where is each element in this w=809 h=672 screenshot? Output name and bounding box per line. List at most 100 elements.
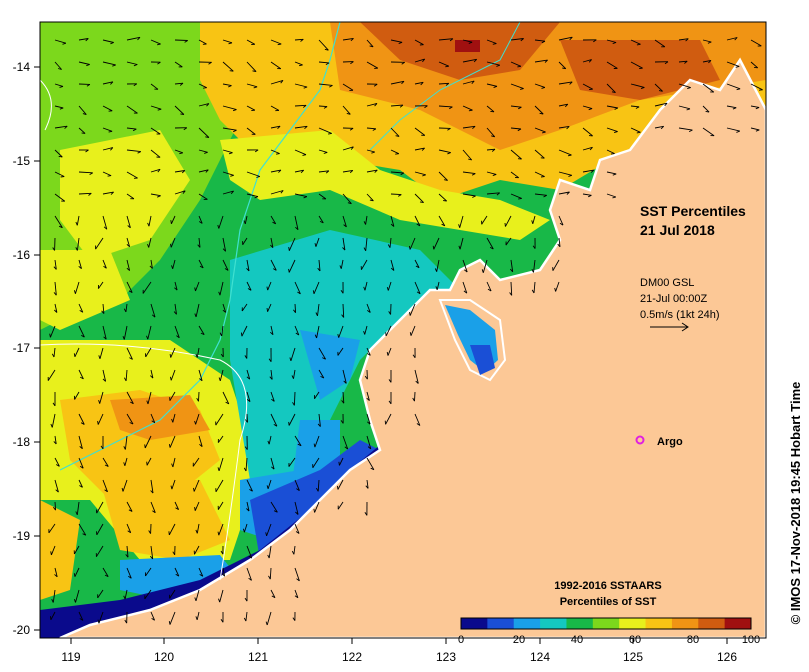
current-arrow xyxy=(54,193,66,202)
current-arrow-head xyxy=(108,130,113,133)
current-arrow-head xyxy=(569,81,573,85)
current-arrow xyxy=(266,611,272,626)
current-arrow-head xyxy=(53,506,56,511)
current-arrow xyxy=(222,237,227,252)
current-arrow-head xyxy=(295,531,300,534)
current-arrow xyxy=(606,127,618,133)
current-arrow xyxy=(312,457,320,468)
current-arrow-head xyxy=(293,309,296,313)
current-arrow xyxy=(630,105,640,108)
current-arrow-head xyxy=(73,598,76,603)
current-arrow xyxy=(75,589,80,603)
current-arrow-head xyxy=(443,200,447,202)
current-arrow xyxy=(366,61,379,69)
current-arrow xyxy=(171,479,176,490)
current-arrow xyxy=(169,589,176,599)
current-arrow-head xyxy=(588,194,592,198)
current-arrow xyxy=(270,501,278,513)
current-arrow-head xyxy=(464,269,468,273)
current-arrow xyxy=(414,259,420,268)
current-arrow xyxy=(294,303,297,313)
current-arrow-head xyxy=(441,223,446,227)
current-arrow xyxy=(169,611,176,625)
current-arrow xyxy=(678,38,689,41)
current-arrow xyxy=(414,81,424,85)
current-arrow xyxy=(48,523,56,534)
current-arrow xyxy=(267,303,272,312)
legend-swatch xyxy=(487,618,515,629)
current-arrow-head xyxy=(424,105,428,109)
current-arrow-head xyxy=(298,64,303,67)
current-arrow xyxy=(438,38,453,41)
current-arrow-head xyxy=(288,268,290,273)
current-arrow-head xyxy=(369,45,374,48)
current-arrow-head xyxy=(390,223,395,227)
current-arrow-head xyxy=(198,221,203,224)
current-arrow xyxy=(606,61,618,69)
current-arrow xyxy=(462,281,468,294)
current-arrow xyxy=(436,281,440,290)
current-arrow-head xyxy=(610,153,615,155)
current-arrow xyxy=(606,83,616,93)
current-arrow-head xyxy=(243,467,247,472)
argo-marker: Argo xyxy=(635,435,683,448)
current-arrow-head xyxy=(82,113,87,116)
current-arrow xyxy=(219,281,224,296)
current-arrow-head xyxy=(149,375,154,379)
current-arrow xyxy=(366,303,371,313)
current-arrow-head xyxy=(374,103,378,107)
current-arrow xyxy=(246,259,250,271)
current-arrow xyxy=(533,259,536,273)
current-arrow-head xyxy=(562,67,566,70)
current-arrow-head xyxy=(434,268,438,272)
current-arrow-head xyxy=(179,82,184,86)
current-arrow xyxy=(414,193,424,203)
current-arrow xyxy=(198,149,208,153)
current-arrow xyxy=(98,281,104,289)
current-arrow-head xyxy=(531,289,535,294)
current-arrow-head xyxy=(195,616,198,620)
current-arrow-head xyxy=(471,80,475,84)
current-arrow xyxy=(414,127,426,136)
current-arrow-head xyxy=(144,444,146,449)
current-arrow xyxy=(390,80,405,85)
current-arrow-head xyxy=(51,353,55,358)
y-tick-label: -14 xyxy=(13,60,31,74)
current-arrow-head xyxy=(319,220,324,224)
current-arrow-head xyxy=(409,332,412,336)
current-arrow-head xyxy=(337,333,340,338)
current-arrow-head xyxy=(79,310,84,313)
current-arrow-head xyxy=(107,175,112,177)
current-arrow-head xyxy=(98,399,101,404)
current-arrow xyxy=(314,501,320,513)
current-arrow xyxy=(222,391,230,405)
current-arrow-head xyxy=(267,554,270,559)
current-arrow xyxy=(630,127,641,133)
current-arrow xyxy=(318,83,333,86)
current-arrow-head xyxy=(463,290,468,294)
current-arrow-head xyxy=(401,80,405,85)
current-arrow-head xyxy=(350,38,354,42)
current-arrow xyxy=(558,125,570,129)
current-arrow xyxy=(150,105,162,110)
current-arrow xyxy=(389,237,392,248)
current-arrow xyxy=(294,61,303,66)
legend-tick-label: 100 xyxy=(742,634,760,646)
current-arrow-head xyxy=(468,109,473,112)
current-arrow xyxy=(366,39,374,48)
current-arrow-head xyxy=(169,354,172,358)
current-arrow-head xyxy=(611,91,616,94)
current-arrow xyxy=(582,105,593,110)
current-arrow-head xyxy=(49,333,51,338)
current-arrow-head xyxy=(81,132,86,134)
current-arrow xyxy=(198,259,204,269)
current-arrow xyxy=(174,149,183,154)
current-arrow-head xyxy=(398,41,403,45)
current-arrow xyxy=(196,523,200,534)
current-arrow xyxy=(194,501,200,511)
current-arrow-head xyxy=(541,131,546,134)
current-arrow-head xyxy=(566,191,570,195)
current-arrow xyxy=(222,83,232,87)
current-arrow-head xyxy=(55,464,60,467)
current-arrow-head xyxy=(277,125,281,130)
